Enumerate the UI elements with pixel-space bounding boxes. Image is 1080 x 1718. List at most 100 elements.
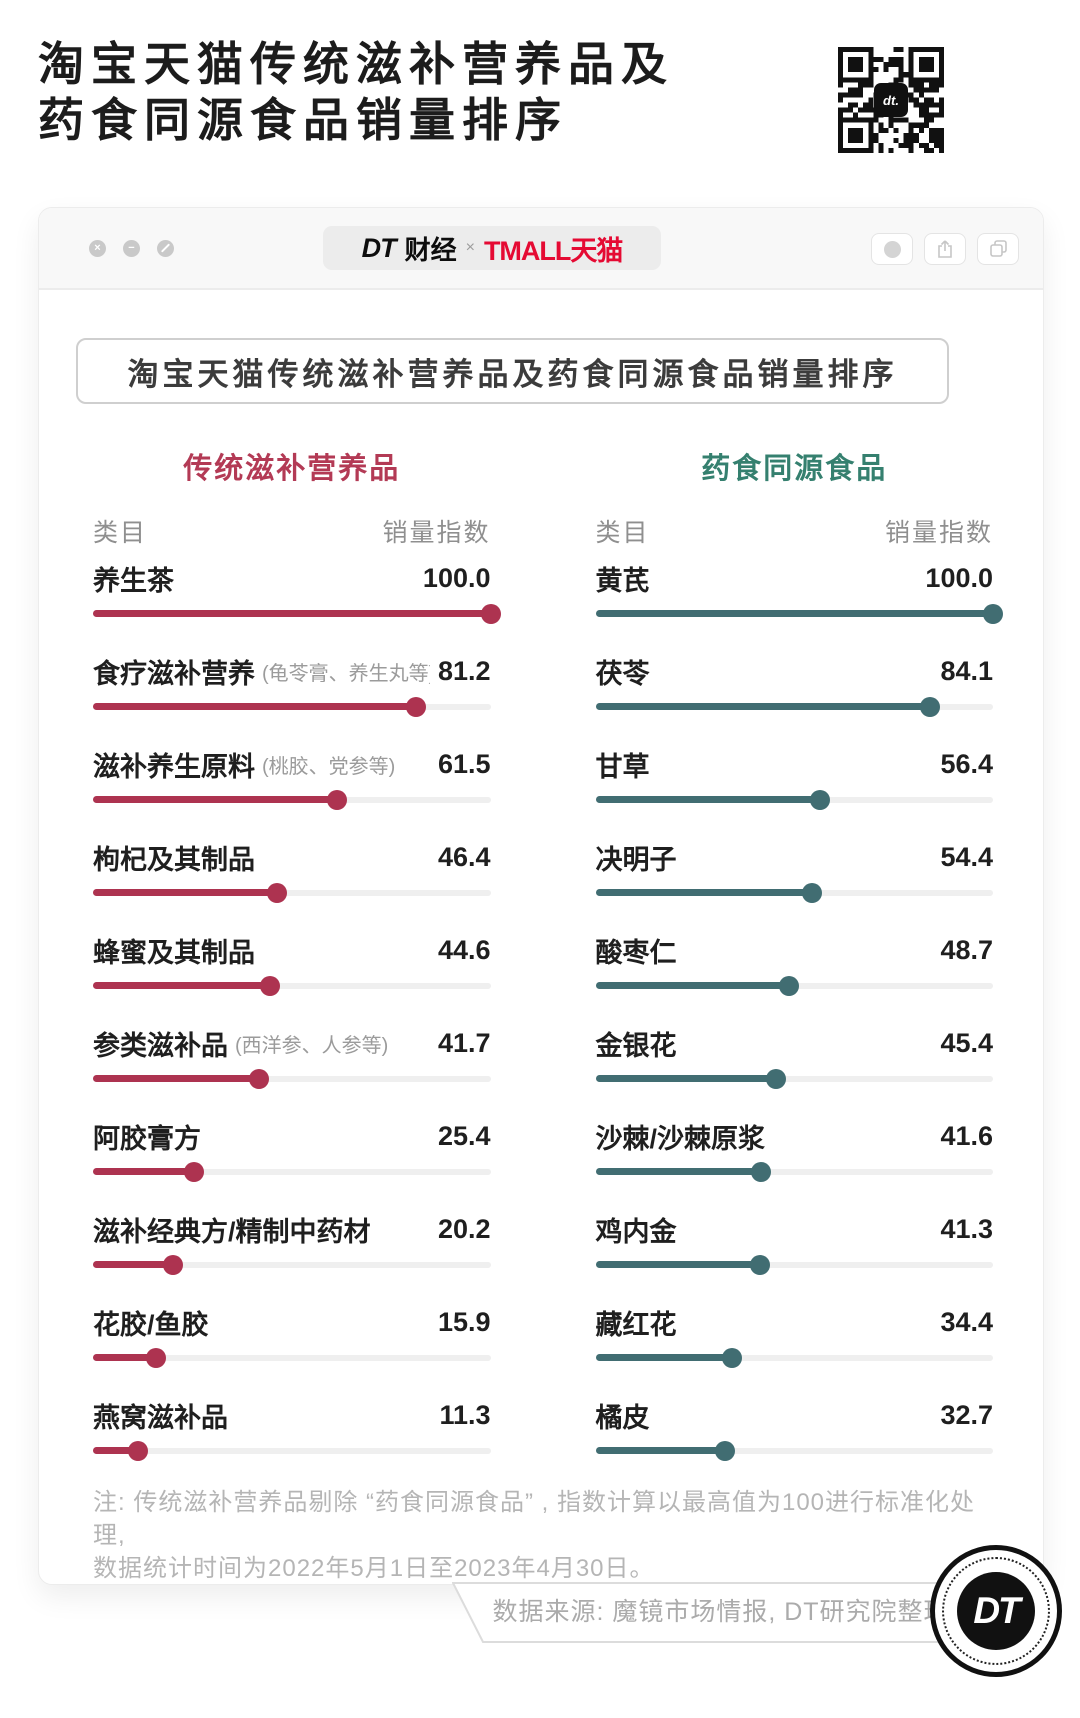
item-label: 酸枣仁 (595, 937, 677, 968)
bar-dot (248, 1069, 269, 1089)
bar-fill (93, 982, 271, 989)
bar (93, 883, 491, 903)
bar (595, 1069, 993, 1089)
bar-track (93, 983, 491, 989)
bar-fill (93, 1261, 174, 1268)
record-icon (883, 240, 901, 258)
item-value: 41.3 (940, 1213, 993, 1244)
chart-row-top: 甘草 56.4 (596, 748, 994, 782)
item-label: 黄芪 (595, 565, 650, 596)
item-label: 枸杞及其制品 (93, 844, 255, 875)
page-title-line1: 淘宝天猫传统滋补营养品及 (38, 38, 674, 90)
bar-track (595, 1355, 993, 1361)
chart-row-top: 橘皮 32.7 (596, 1400, 994, 1433)
bar-track (595, 1076, 993, 1082)
chart-row: 燕窝滋补品 11.3 (93, 1384, 491, 1477)
item-label: 蜂蜜及其制品 (93, 937, 255, 968)
item-label: 甘草 (595, 751, 650, 782)
bar-fill (595, 1261, 760, 1268)
bar-track (595, 1448, 993, 1454)
record-button[interactable] (871, 233, 913, 265)
bar-dot (260, 976, 281, 996)
chart-row: 沙棘/沙棘原浆 41.6 (595, 1105, 994, 1198)
minimize-button[interactable]: − (123, 239, 140, 257)
bar-fill (93, 1354, 157, 1361)
item-label: 食疗滋补营养 (93, 658, 255, 689)
item-value: 45.4 (940, 1027, 993, 1058)
share-button[interactable] (924, 233, 966, 265)
chart-row: 决明子 54.4 (595, 826, 994, 919)
bar (595, 883, 993, 903)
footnote: 注: 传统滋补营养品剔除 “药食同源食品” , 指数计算以最高值为100进行标准… (93, 1486, 983, 1585)
item-value: 41.7 (437, 1027, 491, 1058)
bar (93, 1255, 491, 1275)
item-label: 沙棘/沙棘原浆 (595, 1123, 766, 1154)
bar-fill (595, 1075, 776, 1082)
chart-row-top: 养生茶 100.0 (93, 562, 491, 596)
dt-badge: DT (930, 1545, 1062, 1677)
bar (595, 1441, 993, 1461)
chart-row: 黄芪 100.0 (595, 547, 1003, 640)
category-header: 类目 (93, 519, 148, 547)
copy-button[interactable] (977, 233, 1019, 265)
item-value: 100.0 (422, 562, 491, 593)
bar (93, 790, 491, 810)
bar-dot (749, 1255, 770, 1275)
bar-track (93, 1262, 491, 1268)
chart-row-top: 食疗滋补营养 (龟苓膏、养生丸等) 81.2 (93, 656, 491, 689)
bar-dot (183, 1162, 204, 1182)
chart-row-top: 燕窝滋补品 11.3 (93, 1400, 491, 1433)
item-value: 44.6 (437, 934, 491, 965)
bar-dot (715, 1441, 736, 1461)
chart-row: 鸡内金 41.3 (595, 1198, 993, 1291)
item-label: 决明子 (595, 844, 677, 875)
item-value: 56.4 (940, 748, 993, 779)
bar (93, 976, 491, 996)
chart-row: 食疗滋补营养 (龟苓膏、养生丸等) 81.2 (93, 640, 491, 733)
item-label: 花胶/鱼胶 (93, 1309, 209, 1340)
bar-list: 养生茶 100.0 食疗滋补营养 (龟苓膏、养生丸等) 81.2 滋补养生原料 … (93, 547, 501, 1477)
dt-logo: DT (361, 232, 397, 263)
qr-code: dt. (838, 47, 944, 153)
bar-dot (919, 697, 940, 717)
chart-row-top: 沙棘/沙棘原浆 41.6 (596, 1121, 994, 1154)
window-titlebar: × − DT 财经 × TMALL天猫 (39, 208, 1043, 290)
item-label: 滋补经典方/精制中药材 (93, 1216, 371, 1247)
item-label: 鸡内金 (595, 1216, 677, 1247)
share-icon (938, 240, 952, 258)
item-value: 61.5 (437, 748, 491, 779)
bar-fill (595, 889, 812, 896)
item-value: 46.4 (437, 841, 491, 872)
chart-row-top: 滋补经典方/精制中药材 20.2 (93, 1213, 491, 1247)
chart-row-top: 决明子 54.4 (596, 841, 994, 875)
column-title: 传统滋补营养品 (183, 453, 401, 485)
bar-dot (267, 883, 288, 903)
page-title-line2: 药食同源食品销量排序 (38, 94, 568, 146)
item-label: 藏红花 (595, 1309, 677, 1340)
item-value: 54.4 (940, 841, 993, 872)
item-value: 20.2 (437, 1213, 491, 1244)
block-button[interactable] (157, 239, 174, 257)
chart-title: 淘宝天猫传统滋补营养品及药食同源食品销量排序 (76, 338, 949, 404)
chart-row-top: 枸杞及其制品 46.4 (93, 841, 491, 875)
value-header: 销量指数 (382, 519, 491, 547)
column-traditional-tonics: 传统滋补营养品 类目 销量指数 养生茶 100.0 食疗滋补营养 (龟苓膏、养生… (93, 453, 501, 1477)
dt-badge-dotted-ring (942, 1557, 1050, 1665)
footnote-line2: 数据统计时间为2022年5月1日至2023年4月30日。 (93, 1555, 655, 1582)
collab-x: × (465, 239, 475, 256)
bar-dot (722, 1348, 743, 1368)
item-label: 参类滋补品 (93, 1030, 228, 1061)
bar (595, 790, 993, 810)
address-pill: DT 财经 × TMALL天猫 (323, 226, 661, 270)
source-band: 数据来源: 魔镜市场情报, DT研究院整理 (452, 1582, 1030, 1643)
item-label: 橘皮 (595, 1402, 650, 1433)
column-headers: 类目 销量指数 (93, 513, 491, 547)
page-title: 淘宝天猫传统滋补营养品及 药食同源食品销量排序 (38, 36, 674, 148)
chart-row-top: 酸枣仁 48.7 (596, 935, 994, 968)
bar (595, 1162, 993, 1182)
bar-track (93, 1355, 491, 1361)
item-label: 养生茶 (93, 565, 174, 596)
close-button[interactable]: × (89, 239, 106, 257)
bar-fill (595, 1354, 733, 1361)
chart-columns: 传统滋补营养品 类目 销量指数 养生茶 100.0 食疗滋补营养 (龟苓膏、养生… (93, 453, 1003, 1477)
